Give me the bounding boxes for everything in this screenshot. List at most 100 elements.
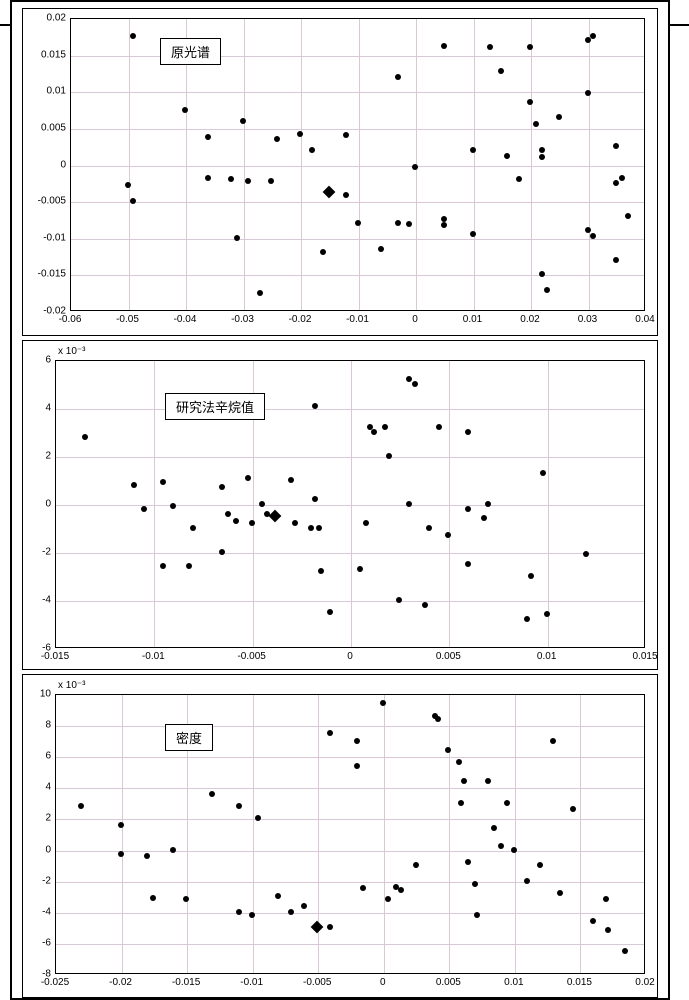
gridline-v [359, 19, 360, 310]
data-point [320, 249, 326, 255]
data-point [249, 912, 255, 918]
data-point [245, 475, 251, 481]
data-point [130, 198, 136, 204]
data-point [360, 885, 366, 891]
data-point [504, 800, 510, 806]
data-point [186, 563, 192, 569]
ytick-label: 4 [45, 782, 51, 793]
gridline-v [474, 19, 475, 310]
data-point [441, 43, 447, 49]
gridline-v [253, 695, 254, 973]
data-point [485, 778, 491, 784]
hrule [0, 24, 12, 26]
data-point [470, 147, 476, 153]
xtick-label: 0.005 [436, 977, 461, 988]
data-point [570, 806, 576, 812]
data-point [533, 121, 539, 127]
data-point [150, 895, 156, 901]
data-point [205, 134, 211, 140]
data-point [395, 220, 401, 226]
data-point [590, 233, 596, 239]
xtick-label: -0.01 [346, 314, 369, 325]
ytick-label: 6 [45, 355, 51, 366]
xtick-label: 0.005 [436, 651, 461, 662]
data-point [131, 482, 137, 488]
hrule [668, 24, 689, 26]
data-point [456, 759, 462, 765]
gridline-v [515, 695, 516, 973]
gridline-h [71, 239, 644, 240]
gridline-v [129, 19, 130, 310]
gridline-h [56, 409, 644, 410]
data-point [625, 213, 631, 219]
data-point [465, 561, 471, 567]
data-point [524, 878, 530, 884]
data-point [461, 778, 467, 784]
ytick-label: 2 [45, 451, 51, 462]
gridline-h [56, 601, 644, 602]
ytick-label: 6 [45, 751, 51, 762]
panel-original-spectrum-plot [70, 18, 645, 311]
data-point [219, 549, 225, 555]
data-point [422, 602, 428, 608]
data-point [234, 235, 240, 241]
data-point [556, 114, 562, 120]
gridline-v [449, 361, 450, 647]
data-point [539, 147, 545, 153]
data-point [316, 525, 322, 531]
data-point [613, 257, 619, 263]
data-point [590, 33, 596, 39]
data-point [327, 924, 333, 930]
data-point [209, 791, 215, 797]
data-point [354, 763, 360, 769]
ytick-label: -6 [42, 643, 51, 654]
data-point [465, 506, 471, 512]
data-point [318, 568, 324, 574]
xtick-label: 0.01 [463, 314, 482, 325]
ytick-label: 8 [45, 720, 51, 731]
ytick-label: -2 [42, 547, 51, 558]
xtick-label: -0.01 [240, 977, 263, 988]
gridline-h [71, 129, 644, 130]
data-point [308, 525, 314, 531]
ytick-label: 0 [45, 844, 51, 855]
data-point [371, 429, 377, 435]
data-point [378, 246, 384, 252]
gridline-h [71, 166, 644, 167]
xtick-label: 0.015 [632, 651, 657, 662]
ytick-label: 0.02 [47, 13, 66, 24]
xtick-label: 0 [347, 651, 353, 662]
data-point [619, 175, 625, 181]
data-point [540, 470, 546, 476]
data-point [445, 747, 451, 753]
ytick-label: -0.02 [43, 306, 66, 317]
ytick-label: -8 [42, 969, 51, 980]
gridline-v [122, 695, 123, 973]
data-point [487, 44, 493, 50]
ytick-label: -4 [42, 595, 51, 606]
data-point [259, 501, 265, 507]
xtick-label: -0.005 [237, 651, 265, 662]
data-point [539, 271, 545, 277]
ytick-label: 0 [45, 499, 51, 510]
data-point [382, 424, 388, 430]
data-point [603, 896, 609, 902]
gridline-h [56, 944, 644, 945]
data-point [516, 176, 522, 182]
data-point [585, 90, 591, 96]
xtick-label: 0.01 [537, 651, 556, 662]
data-point [182, 107, 188, 113]
data-point [170, 847, 176, 853]
data-point [160, 563, 166, 569]
gridline-h [71, 92, 644, 93]
data-point [498, 843, 504, 849]
data-point [380, 700, 386, 706]
data-point [550, 738, 556, 744]
data-point [485, 501, 491, 507]
gridline-v [548, 361, 549, 647]
xtick-label: -0.05 [116, 314, 139, 325]
data-point [327, 730, 333, 736]
data-point [544, 611, 550, 617]
gridline-h [56, 882, 644, 883]
data-point [445, 532, 451, 538]
